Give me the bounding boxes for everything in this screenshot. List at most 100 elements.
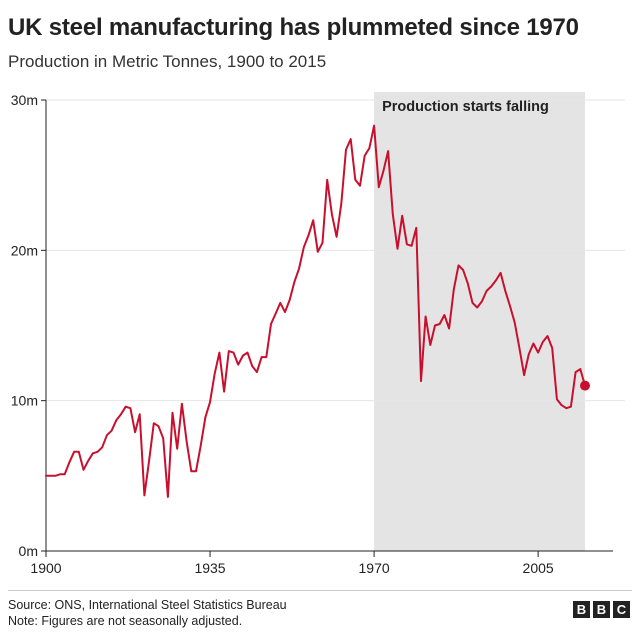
- data-point: [331, 213, 333, 215]
- data-point: [467, 282, 469, 284]
- x-tick-label: 1935: [194, 560, 225, 576]
- data-point: [251, 365, 253, 367]
- data-point: [425, 315, 427, 317]
- data-point: [256, 371, 258, 373]
- data-point: [214, 373, 216, 375]
- data-point: [172, 412, 174, 414]
- data-point: [350, 138, 352, 140]
- bbc-logo-letter: B: [593, 601, 610, 618]
- data-point: [50, 475, 52, 477]
- data-point: [373, 125, 375, 127]
- x-axis: 1900 1935 1970 2005: [30, 550, 613, 576]
- data-point: [359, 185, 361, 187]
- data-point: [162, 437, 164, 439]
- data-point: [556, 398, 558, 400]
- data-point: [97, 451, 99, 453]
- data-point: [401, 215, 403, 217]
- data-point: [237, 364, 239, 366]
- data-point: [439, 323, 441, 325]
- data-point: [190, 470, 192, 472]
- data-point: [153, 422, 155, 424]
- data-point: [387, 150, 389, 152]
- data-point: [518, 347, 520, 349]
- data-point: [368, 147, 370, 149]
- data-point: [509, 305, 511, 307]
- data-point: [242, 355, 244, 357]
- data-point: [298, 267, 300, 269]
- data-point: [143, 494, 145, 496]
- data-point: [186, 440, 188, 442]
- source-note: Source: ONS, International Steel Statist…: [8, 598, 287, 612]
- data-point: [54, 475, 56, 477]
- data-point: [322, 242, 324, 244]
- data-point: [115, 419, 117, 421]
- data-point: [139, 413, 141, 415]
- data-point: [504, 290, 506, 292]
- data-point: [354, 179, 356, 181]
- bbc-logo: B B C: [573, 601, 630, 618]
- data-point: [101, 446, 103, 448]
- data-point: [195, 470, 197, 472]
- data-point: [129, 407, 131, 409]
- data-point: [523, 374, 525, 376]
- data-point: [181, 403, 183, 405]
- data-point: [336, 236, 338, 238]
- footer-divider: [8, 590, 632, 591]
- y-tick-label: 30m: [11, 92, 38, 108]
- data-point: [45, 475, 47, 477]
- shaded-region: [374, 92, 585, 551]
- data-point: [64, 473, 66, 475]
- data-point: [247, 352, 249, 354]
- data-point: [73, 451, 75, 453]
- data-point: [148, 460, 150, 462]
- data-point: [125, 406, 127, 408]
- data-point: [486, 290, 488, 292]
- data-point: [575, 371, 577, 373]
- data-point: [279, 302, 281, 304]
- data-point: [200, 445, 202, 447]
- data-point: [420, 380, 422, 382]
- data-point: [443, 314, 445, 316]
- data-point: [481, 300, 483, 302]
- shaded-region-label: Production starts falling: [382, 99, 549, 115]
- data-point: [111, 430, 113, 432]
- data-point: [345, 149, 347, 151]
- x-tick-label: 1900: [30, 560, 61, 576]
- disclaimer-note: Note: Figures are not seasonally adjuste…: [8, 614, 243, 628]
- data-point: [397, 248, 399, 250]
- data-point: [472, 302, 474, 304]
- data-point: [176, 448, 178, 450]
- data-point: [364, 155, 366, 157]
- data-point: [209, 401, 211, 403]
- data-point: [307, 234, 309, 236]
- data-point: [565, 407, 567, 409]
- y-axis: 0m 10m 20m 30m: [11, 92, 47, 559]
- data-point: [270, 323, 272, 325]
- data-point: [411, 245, 413, 247]
- data-point: [429, 344, 431, 346]
- data-point: [476, 306, 478, 308]
- data-point: [92, 452, 94, 454]
- data-point: [204, 416, 206, 418]
- y-tick-label: 10m: [11, 393, 38, 409]
- data-point: [453, 288, 455, 290]
- data-point: [547, 335, 549, 337]
- data-point: [106, 434, 108, 436]
- data-point: [406, 243, 408, 245]
- x-tick-label: 1970: [359, 560, 390, 576]
- data-point: [157, 425, 159, 427]
- data-point: [228, 350, 230, 352]
- data-point: [223, 391, 225, 393]
- data-point: [561, 404, 563, 406]
- end-marker: [580, 380, 590, 391]
- data-point: [120, 413, 122, 415]
- data-point: [293, 281, 295, 283]
- production-line: [45, 124, 586, 498]
- data-point: [551, 347, 553, 349]
- chart-title: UK steel manufacturing has plummeted sin…: [8, 14, 579, 41]
- data-point: [289, 299, 291, 301]
- data-point: [462, 269, 464, 271]
- data-point: [382, 170, 384, 172]
- data-point: [317, 251, 319, 253]
